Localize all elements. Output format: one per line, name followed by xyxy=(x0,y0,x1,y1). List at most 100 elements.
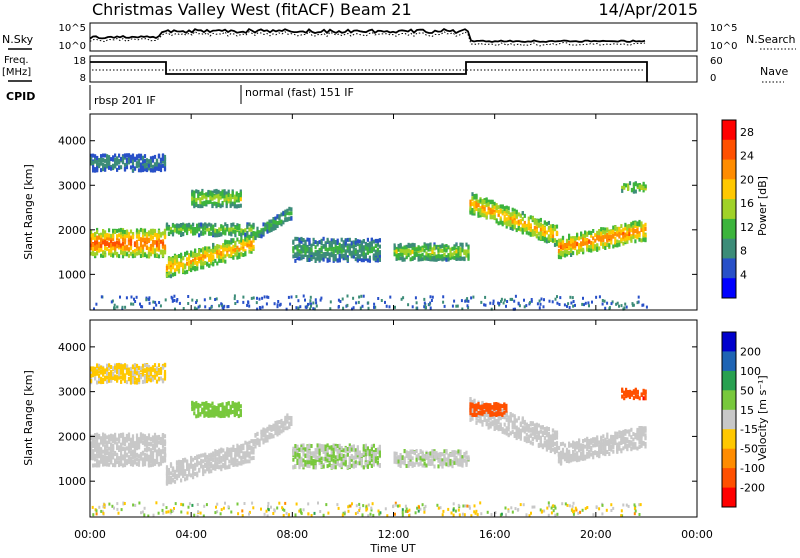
scatter-cell xyxy=(138,230,140,234)
scatter-cell xyxy=(485,304,487,307)
scatter-cell xyxy=(146,446,148,450)
scatter-cell xyxy=(489,302,491,305)
scatter-cell xyxy=(469,211,471,215)
scatter-cell xyxy=(104,444,106,448)
scatter-cell xyxy=(278,426,280,430)
scatter-cell xyxy=(186,228,188,232)
scatter-cell xyxy=(228,228,230,232)
scatter-cell xyxy=(453,300,455,303)
scatter-cell xyxy=(132,161,134,165)
scatter-cell xyxy=(606,227,608,231)
scatter-cell xyxy=(104,167,106,171)
scatter-cell xyxy=(461,257,463,261)
scatter-cell xyxy=(415,296,417,299)
scatter-cell xyxy=(562,253,564,257)
scatter-cell xyxy=(128,445,130,449)
scatter-cell xyxy=(412,243,414,247)
scatter-cell xyxy=(214,298,216,301)
scatter-cell xyxy=(345,447,347,451)
scatter-cell xyxy=(218,451,220,455)
scatter-cell xyxy=(341,244,343,248)
scatter-cell xyxy=(595,296,597,299)
scatter-cell xyxy=(178,467,180,471)
scatter-cell xyxy=(317,241,319,245)
scatter-cell xyxy=(592,229,594,233)
scatter-cell xyxy=(504,299,506,302)
scatter-cell xyxy=(198,233,200,237)
scatter-cell xyxy=(208,249,210,253)
scatter-cell xyxy=(345,255,347,259)
scatter-cell xyxy=(620,238,622,242)
scatter-cell xyxy=(96,245,98,249)
scatter-cell xyxy=(477,419,479,423)
scatter-cell xyxy=(295,306,297,309)
scatter-cell xyxy=(234,302,236,305)
scatter-cell xyxy=(570,239,572,243)
scatter-cell xyxy=(568,246,570,250)
scatter-cell xyxy=(576,250,578,254)
scatter-cell xyxy=(132,452,134,456)
scatter-cell xyxy=(173,295,175,298)
scatter-cell xyxy=(240,462,242,466)
scatter-cell xyxy=(138,441,140,445)
scatter-cell xyxy=(250,450,252,454)
scatter-cell xyxy=(515,295,517,298)
scatter-cell xyxy=(206,263,208,267)
scatter-cell xyxy=(150,442,152,446)
scatter-cell xyxy=(201,191,203,195)
scatter-cell xyxy=(148,442,150,446)
scatter-cell xyxy=(168,227,170,231)
scatter-cell xyxy=(218,190,220,194)
scatter-cell xyxy=(146,158,148,162)
scatter-cell xyxy=(429,459,431,463)
scatter-cell xyxy=(431,299,433,302)
scatter-cell xyxy=(358,301,360,304)
scatter-cell xyxy=(120,165,122,169)
scatter-cell xyxy=(479,208,481,212)
scatter-cell xyxy=(469,399,471,403)
scatter-cell xyxy=(96,453,98,457)
scatter-cell xyxy=(182,263,184,267)
scatter-cell xyxy=(106,247,108,251)
scatter-cell xyxy=(164,459,166,463)
scatter-cell xyxy=(174,470,176,474)
scatter-cell xyxy=(337,248,339,252)
scatter-cell xyxy=(236,238,238,242)
scatter-cell xyxy=(266,230,268,234)
scatter-cell xyxy=(216,230,218,234)
scatter-cell xyxy=(218,203,220,207)
scatter-cell xyxy=(108,244,110,248)
scatter-cell xyxy=(599,295,601,298)
scatter-cell xyxy=(588,248,590,252)
scatter-cell xyxy=(178,265,180,269)
scatter-cell xyxy=(248,222,250,226)
scatter-cell xyxy=(140,241,142,245)
scatter-cell xyxy=(195,189,197,193)
scatter-cell xyxy=(244,252,246,256)
scatter-cell xyxy=(317,250,319,254)
scatter-cell xyxy=(437,464,439,468)
scatter-cell xyxy=(430,295,432,298)
scatter-cell xyxy=(146,246,148,250)
scatter-cell xyxy=(220,448,222,452)
scatter-cell xyxy=(176,466,178,470)
scatter-cell xyxy=(248,445,250,449)
scatter-cell xyxy=(412,246,414,250)
scatter-cell xyxy=(550,232,552,236)
scatter-cell xyxy=(534,220,536,224)
scatter-cell xyxy=(174,255,176,259)
scatter-cell xyxy=(148,462,150,466)
scatter-cell xyxy=(246,224,248,228)
scatter-cell xyxy=(465,460,467,464)
scatter-cell xyxy=(153,307,155,310)
scatter-cell xyxy=(556,302,558,305)
scatter-cell xyxy=(481,199,483,203)
freq-panel-frame xyxy=(90,56,697,82)
scatter-cell xyxy=(508,220,510,224)
scatter-cell xyxy=(504,206,506,210)
scatter-cell xyxy=(504,218,506,222)
scatter-cell xyxy=(164,155,166,159)
scatter-region xyxy=(394,242,470,261)
scatter-cell xyxy=(442,295,444,298)
scatter-cell xyxy=(342,307,344,310)
